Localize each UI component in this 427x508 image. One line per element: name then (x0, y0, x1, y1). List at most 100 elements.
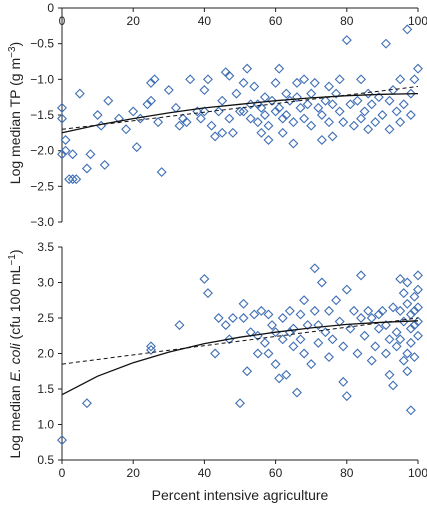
data-point (185, 74, 196, 85)
data-point (299, 113, 310, 124)
x-tick-label: 0 (59, 466, 66, 480)
data-point (413, 284, 423, 295)
data-point (288, 138, 299, 149)
data-point (156, 167, 167, 178)
data-point (324, 117, 334, 128)
data-point (199, 85, 210, 96)
data-point (224, 70, 235, 81)
data-point (281, 110, 292, 120)
data-point (356, 113, 367, 124)
data-point (327, 334, 338, 345)
data-point (270, 327, 281, 338)
x-tick-label: 100 (408, 466, 427, 480)
data-point (324, 81, 334, 92)
data-point (85, 149, 96, 160)
data-point (92, 110, 103, 120)
data-point (402, 298, 413, 309)
data-point (327, 99, 338, 110)
data-point (281, 369, 292, 380)
data-point (64, 174, 75, 185)
x-tick-label: 20 (127, 466, 141, 480)
data-point (309, 77, 320, 88)
data-point (309, 305, 320, 316)
data-point (202, 288, 213, 299)
data-point (249, 309, 260, 320)
y-tick-label: −1.5 (30, 108, 54, 122)
data-point (391, 327, 402, 338)
data-point (395, 334, 406, 345)
data-point (391, 341, 402, 352)
data-point (395, 74, 406, 85)
data-point (316, 110, 327, 120)
data-point (395, 273, 406, 284)
data-point (220, 320, 231, 331)
data-point (324, 305, 334, 316)
data-point (291, 92, 302, 103)
data-point (252, 117, 263, 128)
data-point (277, 113, 288, 124)
y-tick-label: 1.0 (37, 418, 54, 432)
data-point (384, 95, 395, 106)
data-point (398, 288, 409, 299)
data-point (413, 330, 423, 341)
data-point (224, 334, 235, 345)
data-point (103, 95, 114, 106)
data-point (295, 102, 306, 113)
data-point (363, 124, 374, 135)
data-point (338, 117, 349, 128)
data-point (217, 95, 228, 106)
data-point (320, 95, 331, 106)
data-point (181, 117, 192, 128)
data-point (235, 398, 245, 409)
data-point (60, 134, 71, 145)
x-tick-label: 40 (198, 466, 212, 480)
data-point (405, 337, 416, 348)
ecoli-panel: 0.5 1.0 1.5 2.0 2.5 3.0 3.5 0 20 40 60 80 100 Log med… (7, 240, 427, 480)
x-axis-title: Percent intensive agriculture (152, 487, 329, 503)
data-point (316, 277, 327, 288)
data-point (341, 391, 352, 402)
data-point (245, 327, 256, 338)
data-point (384, 334, 395, 345)
data-point (99, 159, 110, 170)
data-point (60, 145, 71, 156)
curve-fit-line (61, 320, 419, 396)
data-point (131, 142, 142, 153)
data-point (395, 117, 406, 128)
data-point (384, 124, 395, 135)
data-point (299, 74, 310, 85)
data-point (409, 320, 420, 331)
data-point (388, 380, 399, 391)
y-tick-label: 3.0 (37, 276, 54, 290)
x-tick-label: 60 (269, 466, 283, 480)
data-point (363, 88, 374, 99)
data-point (413, 63, 423, 74)
data-point (274, 63, 285, 74)
data-point (263, 134, 274, 145)
data-point (174, 320, 185, 331)
data-point (405, 405, 416, 416)
data-point (249, 81, 260, 92)
data-point (338, 341, 349, 352)
data-point (259, 110, 270, 120)
data-point (277, 127, 288, 138)
data-point (210, 348, 221, 359)
y-tick-label: 2.5 (37, 311, 54, 325)
data-point (398, 355, 409, 366)
data-point (306, 359, 317, 370)
y-tick-label: 1.5 (37, 382, 54, 396)
data-point (252, 348, 263, 359)
y-tick-label: 0.5 (37, 453, 54, 467)
data-point (227, 127, 238, 138)
data-point (327, 131, 338, 142)
data-point (57, 435, 67, 446)
data-point (238, 77, 249, 88)
data-point (405, 88, 416, 99)
data-point (370, 341, 381, 352)
data-point (405, 323, 416, 334)
data-point (71, 174, 82, 185)
data-point (227, 313, 238, 323)
data-point (395, 305, 406, 316)
data-point (170, 102, 181, 113)
data-point (81, 163, 92, 174)
